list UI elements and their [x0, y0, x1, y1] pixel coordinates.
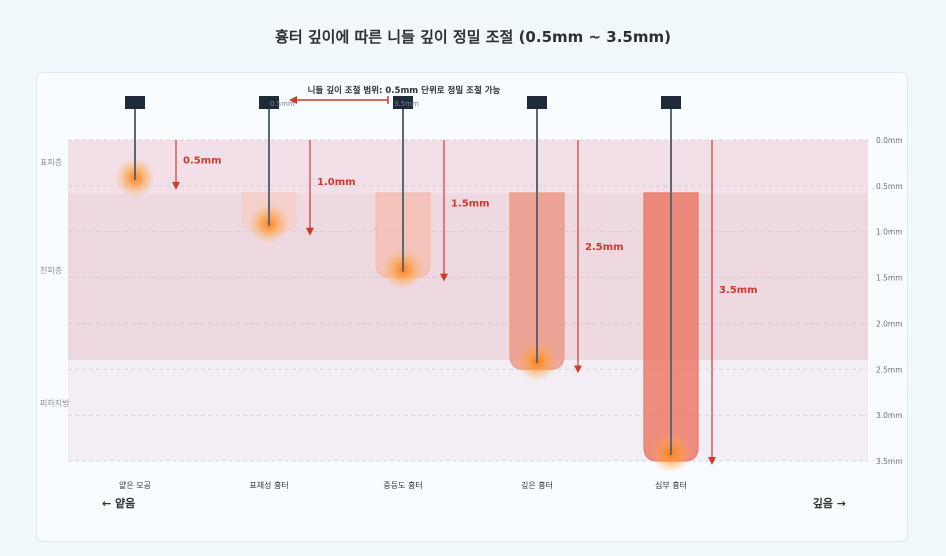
needle-group: 2.5mm 깊은 흉터 [509, 96, 624, 490]
needle-group: 3.5mm 심부 흉터 [643, 96, 758, 490]
tick-label: 1.0mm [876, 228, 903, 237]
layer-label: 진피층 [40, 265, 62, 275]
range-annotation: 니들 깊이 조절 범위: 0.5mm 단위로 정밀 조절 가능 [308, 85, 501, 96]
category-label: 얕은 모공 [119, 480, 151, 490]
needle-head [393, 96, 413, 109]
needle-group: 1.5mm 중등도 흉터 [375, 96, 490, 490]
tick-label: 0.5mm [876, 182, 903, 191]
category-label: 깊은 흉터 [521, 480, 553, 490]
depth-label: 0.5mm [183, 156, 222, 167]
tick-label: 3.5mm [876, 457, 903, 466]
layer-band [68, 193, 868, 361]
category-label: 표재성 흉터 [249, 480, 288, 490]
depth-label: 2.5mm [585, 242, 624, 253]
depth-label: 3.5mm [719, 285, 758, 296]
depth-label: 1.5mm [451, 199, 490, 210]
tick-label: 1.5mm [876, 274, 903, 283]
range-arrowhead [289, 96, 297, 104]
tick-label: 0.0mm [876, 136, 903, 145]
layer-label: 표피층 [40, 158, 62, 167]
category-label: 중등도 흉터 [383, 480, 422, 490]
depth-label: 1.0mm [317, 177, 356, 188]
tick-label: 3.0mm [876, 411, 903, 420]
needle-head [125, 96, 145, 109]
deep-label: 깊음 → [813, 496, 846, 510]
tick-label: 2.5mm [876, 365, 903, 374]
layer-label: 피하지방 [40, 398, 70, 408]
needle-head [259, 96, 279, 109]
needle-head [661, 96, 681, 109]
page-title: 흉터 깊이에 따른 니들 깊이 정밀 조절 (0.5mm ~ 3.5mm) [275, 28, 671, 46]
category-label: 심부 흉터 [655, 480, 687, 490]
tick-label: 2.0mm [876, 319, 903, 328]
needle-group: 1.0mm 표재성 흉터 [241, 96, 356, 490]
needle-group: 0.5mm 얕은 모공 [115, 96, 222, 490]
layer-band [68, 360, 868, 461]
needle-head [527, 96, 547, 109]
shallow-label: ← 얕음 [102, 496, 135, 510]
range-start-label: 0.5mm [270, 100, 295, 108]
range-end-label: 3.5mm [394, 100, 419, 108]
layer-band [68, 140, 868, 194]
